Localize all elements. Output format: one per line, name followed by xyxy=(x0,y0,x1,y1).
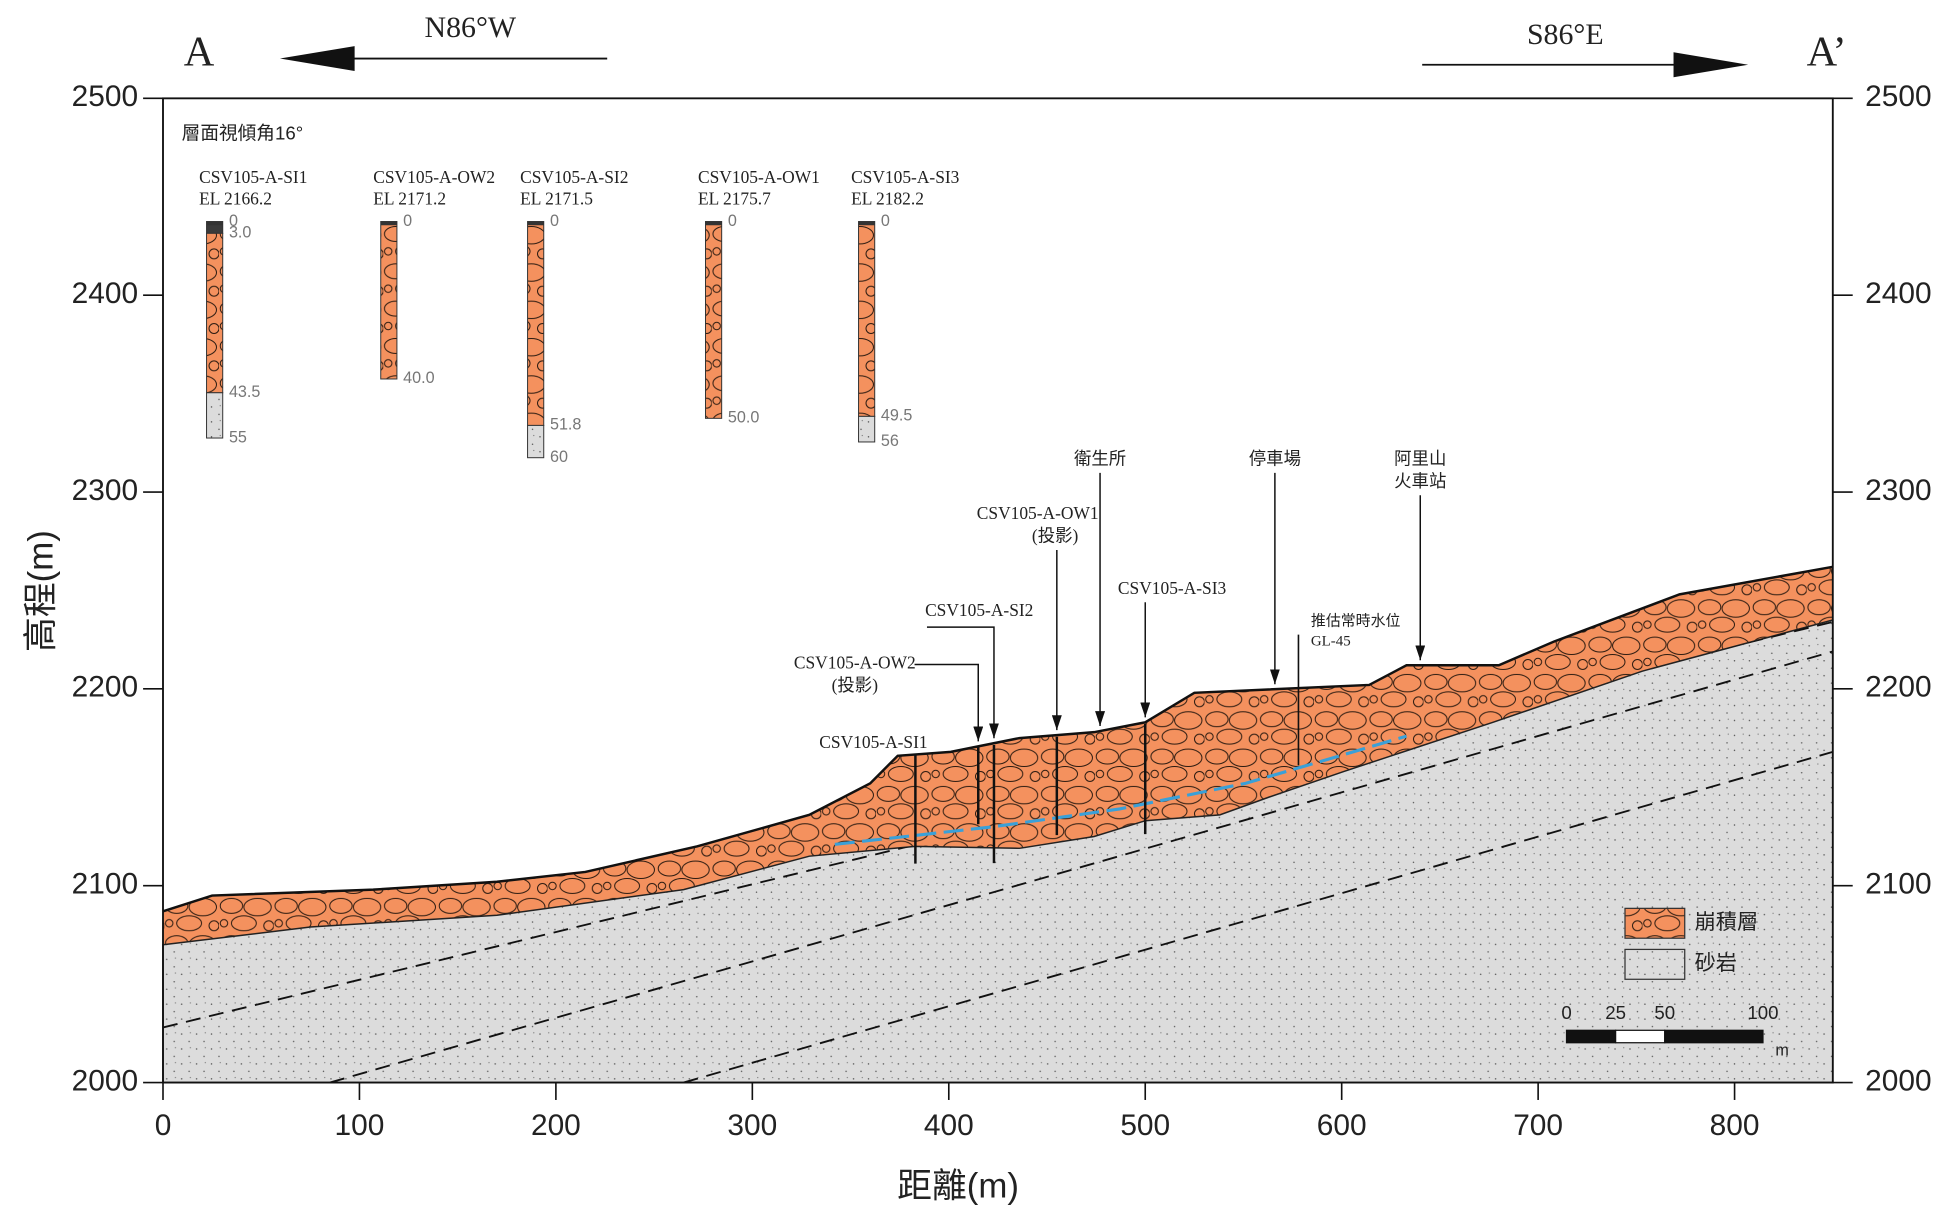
log-cap xyxy=(705,222,721,226)
arrow-right-head xyxy=(1674,52,1749,77)
direction-right: S86°E xyxy=(1527,18,1604,51)
y2-tick-label: 2200 xyxy=(1865,671,1931,704)
borehole-section-label: (投影) xyxy=(832,675,879,695)
x-tick-label: 400 xyxy=(924,1109,974,1142)
landmark-label: 火車站 xyxy=(1394,471,1446,491)
borehole-section-label: (投影) xyxy=(1032,526,1079,546)
log-cap xyxy=(859,222,875,226)
y-tick-label: 2000 xyxy=(72,1064,138,1097)
section-start: A xyxy=(184,29,215,76)
log-depth: 0 xyxy=(728,212,737,230)
log-layer xyxy=(207,393,223,438)
scale-label: 25 xyxy=(1605,1002,1626,1023)
log-name: CSV105-A-OW1 xyxy=(698,167,820,187)
log-depth: 0 xyxy=(550,212,559,230)
scale-segment xyxy=(1665,1030,1763,1042)
x-tick-label: 800 xyxy=(1710,1109,1760,1142)
arrow-left-head xyxy=(280,46,355,71)
x-tick-label: 0 xyxy=(155,1109,172,1142)
y2-tick-label: 2000 xyxy=(1865,1064,1931,1097)
y-axis-title: 高程(m) xyxy=(22,530,61,652)
log-depth: 0 xyxy=(881,212,890,230)
borehole-section-label: CSV105-A-OW1 xyxy=(977,503,1099,523)
landmark-label: 停車場 xyxy=(1249,448,1301,468)
log-depth: 50.0 xyxy=(728,409,759,427)
x-axis-title: 距離(m) xyxy=(897,1167,1019,1206)
chart: A A’ N86°W S86°E 層面視傾角16° 高程(m) 距離(m) 推估… xyxy=(0,0,1951,1212)
log-cap xyxy=(381,222,397,226)
scale-segment xyxy=(1567,1030,1616,1042)
borehole-section-label: CSV105-A-SI3 xyxy=(1118,578,1227,598)
borehole-section-label: CSV105-A-SI2 xyxy=(925,600,1033,620)
x-tick-label: 500 xyxy=(1120,1109,1170,1142)
log-depth: 40.0 xyxy=(403,369,434,387)
log-name: CSV105-A-SI2 xyxy=(520,167,628,187)
log-layer xyxy=(705,222,721,419)
y2-tick-label: 2500 xyxy=(1865,80,1931,113)
y-tick-label: 2300 xyxy=(72,474,138,507)
log-elevation: EL 2171.2 xyxy=(373,188,446,208)
scale-segment xyxy=(1616,1030,1665,1042)
landmark-label: 阿里山 xyxy=(1394,448,1446,468)
log-depth: 0 xyxy=(403,212,412,230)
y2-tick-label: 2400 xyxy=(1865,277,1931,310)
annotation: 層面視傾角16° xyxy=(182,122,304,143)
scale-label: 100 xyxy=(1747,1002,1778,1023)
log-depth: 55 xyxy=(229,428,247,446)
log-layer xyxy=(381,222,397,379)
scale-unit: m xyxy=(1775,1042,1788,1060)
log-cap xyxy=(207,222,223,226)
log-layer xyxy=(528,425,544,457)
legend-swatch xyxy=(1625,949,1685,979)
log-elevation: EL 2166.2 xyxy=(199,188,272,208)
y-tick-label: 2100 xyxy=(72,868,138,901)
log-layer xyxy=(207,233,223,392)
log-depth: 43.5 xyxy=(229,383,260,401)
log-elevation: EL 2182.2 xyxy=(851,188,924,208)
log-layer xyxy=(859,416,875,442)
y-tick-label: 2400 xyxy=(72,277,138,310)
log-layer xyxy=(528,222,544,426)
log-name: CSV105-A-SI3 xyxy=(851,167,960,187)
log-elevation: EL 2171.5 xyxy=(520,188,593,208)
page: A A’ N86°W S86°E 層面視傾角16° 高程(m) 距離(m) 推估… xyxy=(0,0,1951,1212)
y-tick-label: 2500 xyxy=(72,80,138,113)
legend-label: 崩積層 xyxy=(1695,910,1758,934)
y2-tick-label: 2100 xyxy=(1865,868,1931,901)
x-tick-label: 200 xyxy=(531,1109,581,1142)
x-tick-label: 600 xyxy=(1317,1109,1367,1142)
log-cap xyxy=(528,222,544,226)
borehole-section-label: CSV105-A-OW2 xyxy=(794,652,916,672)
log-name: CSV105-A-SI1 xyxy=(199,167,307,187)
borehole-section-label: CSV105-A-SI1 xyxy=(819,732,927,752)
log-elevation: EL 2175.7 xyxy=(698,188,771,208)
water-label: 推估常時水位 xyxy=(1311,613,1401,630)
borehole-leader xyxy=(915,664,979,741)
landmark-label: 衛生所 xyxy=(1074,448,1126,468)
scale-label: 0 xyxy=(1561,1002,1571,1023)
log-depth: 60 xyxy=(550,448,568,466)
log-depth: 51.8 xyxy=(550,416,581,434)
log-depth: 3.0 xyxy=(229,224,251,242)
scale-label: 50 xyxy=(1654,1002,1675,1023)
x-tick-label: 300 xyxy=(727,1109,777,1142)
log-name: CSV105-A-OW2 xyxy=(373,167,495,187)
y-tick-label: 2200 xyxy=(72,671,138,704)
y2-tick-label: 2300 xyxy=(1865,474,1931,507)
section-end: A’ xyxy=(1807,29,1847,76)
x-tick-label: 700 xyxy=(1513,1109,1563,1142)
log-layer xyxy=(859,222,875,417)
borehole-leader xyxy=(927,627,994,738)
direction-left: N86°W xyxy=(425,11,517,44)
water-label: GL-45 xyxy=(1311,634,1351,650)
log-depth: 56 xyxy=(881,432,899,450)
legend-label: 砂岩 xyxy=(1695,951,1737,975)
log-depth: 49.5 xyxy=(881,407,912,425)
legend-swatch xyxy=(1625,908,1685,938)
x-tick-label: 100 xyxy=(335,1109,385,1142)
